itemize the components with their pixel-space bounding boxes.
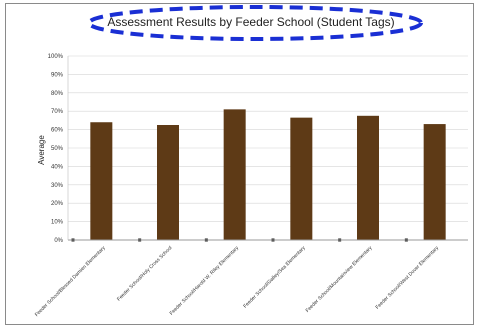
y-tick-label: 90% [51,72,64,78]
bar [157,125,179,240]
x-category-label: Feeder School/Harold W. Riley Elementary [169,245,241,317]
chart-title: Assessment Results by Feeder School (Stu… [107,15,394,29]
x-category-label: Feeder School/Blessed Damien Elementary [34,245,107,318]
x-category-label: Feeder School/West Dover Elementary [375,245,441,311]
bar [423,124,446,240]
y-tick-label: 60% [51,128,64,134]
title-highlight-annotation [87,5,423,41]
y-tick-label: 30% [51,183,64,189]
x-axis-category-labels: Feeder School/Blessed Damien Elementary F… [34,245,441,318]
y-axis-ticks: 0% 10% 20% 30% 40% 50% 60% 70% 80% 90% 100% [48,54,64,244]
bar [90,122,113,240]
bars [71,109,446,242]
bar [357,115,379,240]
y-tick-label: 50% [51,146,64,152]
x-category-label: Feeder School/Mountainview Elementary [305,245,374,314]
y-tick-label: 20% [51,201,64,207]
y-tick-label: 10% [51,220,64,226]
y-tick-label: 100% [48,54,64,60]
y-tick-label: 70% [51,109,64,115]
y-tick-label: 40% [51,164,64,170]
y-axis-label: Average [37,135,46,165]
gridlines [68,55,468,222]
x-category-label: Feeder School/Galley/Sea Elementary [242,245,307,310]
y-tick-label: 80% [51,91,64,97]
chart-frame [5,3,474,325]
y-tick-label: 0% [54,238,63,244]
bar [223,109,246,240]
x-category-label: Feeder School/Holy Cross School [116,245,173,302]
bar [290,117,313,240]
